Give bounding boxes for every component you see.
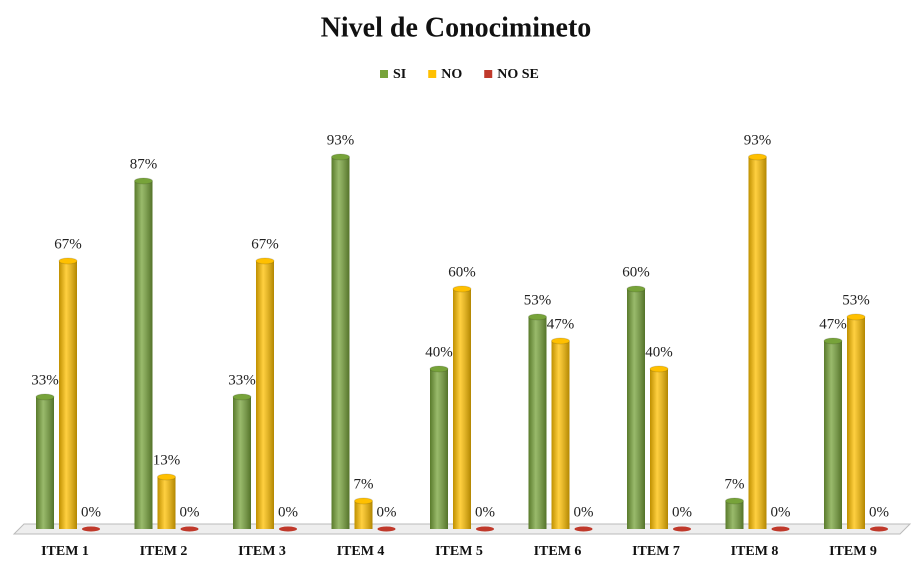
bar-top xyxy=(429,365,449,373)
bar xyxy=(870,526,888,532)
chart-title: Nivel de Conocimineto xyxy=(321,12,592,43)
data-label: 0% xyxy=(180,504,200,520)
bar-shade xyxy=(551,341,570,529)
bar-top xyxy=(134,177,153,185)
bar-shade xyxy=(627,289,645,529)
data-label: 0% xyxy=(81,504,101,520)
bar-top xyxy=(748,153,767,161)
data-label: 0% xyxy=(869,504,889,520)
bar-top xyxy=(331,153,350,161)
data-label: 0% xyxy=(377,504,397,520)
bar-shade xyxy=(824,341,842,529)
data-label: 87% xyxy=(130,156,158,172)
x-tick-label: ITEM 1 xyxy=(41,544,89,559)
bar-shade xyxy=(36,397,54,529)
bar-top xyxy=(823,337,843,345)
legend-swatch xyxy=(428,70,437,78)
data-label: 53% xyxy=(524,292,552,308)
bar-shade xyxy=(725,501,744,529)
data-label: 40% xyxy=(425,344,453,360)
bar-shade xyxy=(233,397,251,529)
bar-shade xyxy=(354,501,373,529)
bar-top xyxy=(35,393,55,401)
bar xyxy=(771,526,790,532)
data-label: 0% xyxy=(771,504,791,520)
data-label: 0% xyxy=(278,504,298,520)
bar-top xyxy=(626,285,646,293)
data-label: 53% xyxy=(842,292,870,308)
legend-label: NO xyxy=(441,67,462,82)
bar-shade xyxy=(650,369,668,529)
bar-top xyxy=(255,257,275,265)
x-tick-label: ITEM 3 xyxy=(238,544,286,559)
bar-top xyxy=(528,313,547,321)
bar xyxy=(180,526,199,532)
bar-top xyxy=(354,497,373,505)
x-tick-label: ITEM 5 xyxy=(435,544,483,559)
bar xyxy=(673,526,691,532)
bar xyxy=(574,526,593,532)
bar-shade xyxy=(134,181,153,529)
data-label: 93% xyxy=(744,132,772,148)
bar-top xyxy=(725,497,744,505)
bar-shade xyxy=(430,369,448,529)
legend-swatch xyxy=(484,70,493,78)
bar xyxy=(377,526,396,532)
data-label: 7% xyxy=(354,476,374,492)
x-tick-label: ITEM 9 xyxy=(829,544,877,559)
bar-shade xyxy=(528,317,547,529)
data-label: 67% xyxy=(54,236,82,252)
bar-shade xyxy=(453,289,471,529)
bar xyxy=(476,526,494,532)
bar-top xyxy=(551,337,570,345)
bar-top xyxy=(232,393,252,401)
bar-shade xyxy=(256,261,274,529)
legend-swatch xyxy=(380,70,388,78)
bar-top xyxy=(846,313,866,321)
data-label: 0% xyxy=(574,504,594,520)
data-label: 60% xyxy=(622,264,650,280)
bar-shade xyxy=(748,157,767,529)
bar-top xyxy=(649,365,669,373)
data-label: 0% xyxy=(475,504,495,520)
bar-shade xyxy=(331,157,350,529)
data-label: 60% xyxy=(448,264,476,280)
bar xyxy=(279,526,297,532)
data-label: 13% xyxy=(153,452,181,468)
data-label: 0% xyxy=(672,504,692,520)
data-label: 33% xyxy=(228,372,256,388)
bar-top xyxy=(58,257,78,265)
bar-shade xyxy=(59,261,77,529)
bar xyxy=(82,526,100,532)
bar-shade xyxy=(157,477,176,529)
data-label: 67% xyxy=(251,236,279,252)
x-tick-label: ITEM 4 xyxy=(337,544,385,559)
bar-top xyxy=(157,473,176,481)
data-label: 40% xyxy=(645,344,673,360)
bar-shade xyxy=(847,317,865,529)
legend-label: NO SE xyxy=(497,67,539,82)
x-tick-label: ITEM 2 xyxy=(140,544,188,559)
data-label: 47% xyxy=(819,316,847,332)
bar-top xyxy=(452,285,472,293)
data-label: 33% xyxy=(31,372,59,388)
x-tick-label: ITEM 7 xyxy=(632,544,680,559)
x-tick-label: ITEM 8 xyxy=(731,544,779,559)
legend-label: SI xyxy=(393,67,406,82)
data-label: 7% xyxy=(725,476,745,492)
data-label: 93% xyxy=(327,132,355,148)
x-tick-label: ITEM 6 xyxy=(534,544,582,559)
data-label: 47% xyxy=(547,316,575,332)
